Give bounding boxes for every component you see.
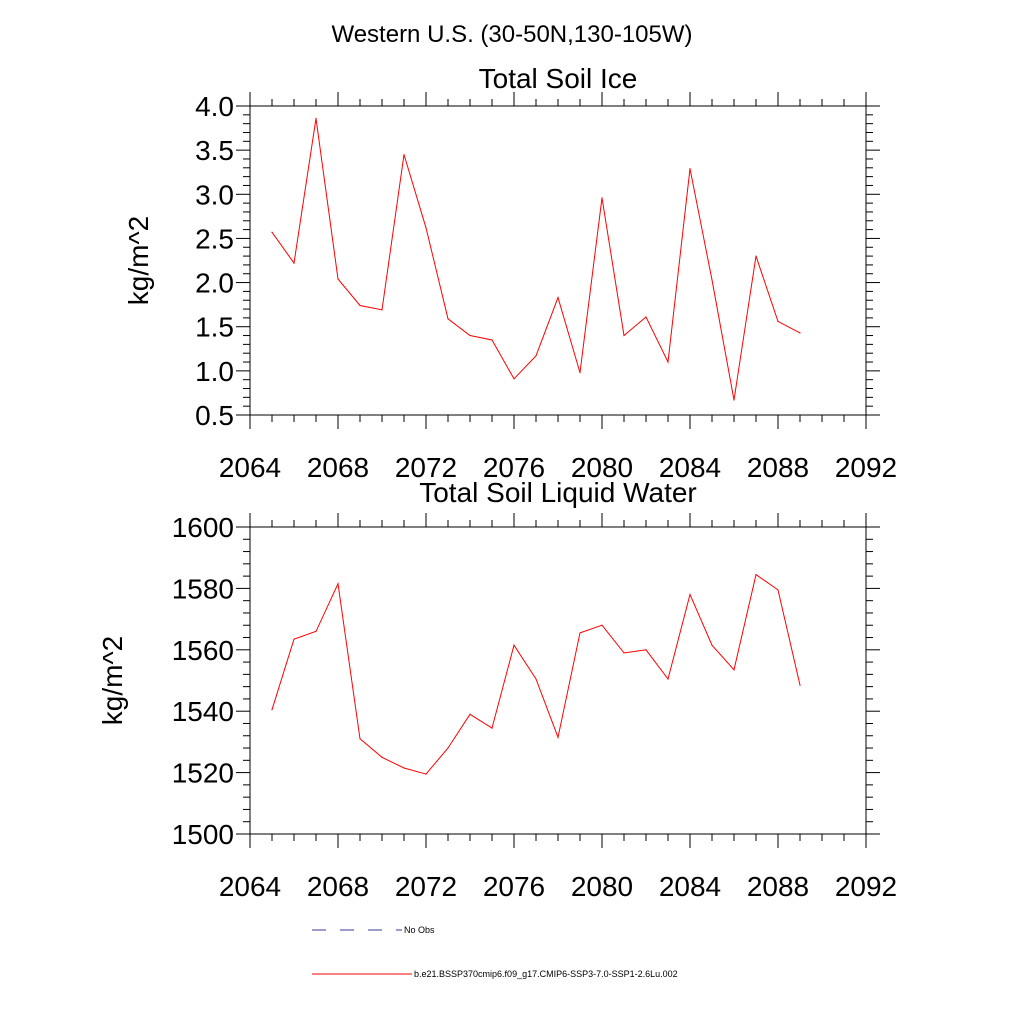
- data-point: [293, 262, 295, 264]
- plot-frame: [249, 526, 867, 835]
- y-tick-label: 1.0: [195, 356, 234, 387]
- data-point: [403, 153, 405, 156]
- y-tick-label: 2.5: [195, 223, 234, 254]
- y-tick-label: 3.0: [195, 179, 234, 210]
- data-point: [447, 318, 449, 320]
- data-point: [425, 227, 427, 229]
- y-tick-label: 1500: [172, 819, 234, 850]
- data-point: [535, 355, 537, 357]
- x-tick-label: 2092: [835, 871, 897, 902]
- y-tick-label: 1.5: [195, 312, 234, 343]
- y-tick-label: 1540: [172, 696, 234, 727]
- data-point: [513, 378, 515, 380]
- data-point: [359, 304, 361, 307]
- panel-title: Total Soil Ice: [479, 63, 638, 94]
- data-point: [733, 399, 735, 401]
- x-tick-label: 2064: [219, 452, 281, 483]
- data-point: [623, 652, 625, 654]
- data-point: [337, 278, 339, 280]
- data-point: [381, 309, 383, 311]
- x-tick-label: 2080: [571, 871, 633, 902]
- x-tick-label: 2084: [659, 871, 721, 902]
- chart-panels: Total Soil Ice kg/m^2 0.5 1.0 1.5 2.0 2.5 3.0 3.…: [97, 63, 897, 902]
- chart-legend: No Obs b.e21.BSSP370cmip6.f09_g17.CMIP6-S…: [312, 925, 678, 979]
- data-point: [579, 632, 581, 634]
- data-point: [447, 747, 449, 749]
- data-point: [381, 756, 383, 758]
- y-tick-label: 1580: [172, 573, 234, 604]
- x-tick-label: 2064: [219, 871, 281, 902]
- data-point: [315, 117, 317, 119]
- data-point: [557, 296, 559, 299]
- data-point: [755, 573, 757, 576]
- x-tick-label: 2088: [747, 452, 809, 483]
- x-tick-label: 2084: [659, 452, 721, 483]
- data-point: [667, 678, 669, 680]
- data-point: [293, 638, 295, 640]
- figure-main-title: Western U.S. (30-50N,130-105W): [331, 21, 692, 48]
- data-point: [667, 361, 669, 363]
- legend-label-1: No Obs: [404, 925, 435, 935]
- chart-panel-1: Total Soil Ice kg/m^2 0.5 1.0 1.5 2.0 2.5 3.0 3.…: [123, 63, 897, 483]
- data-point: [733, 669, 735, 671]
- data-point: [271, 231, 273, 233]
- data-point: [645, 649, 647, 651]
- series-line: [271, 118, 801, 401]
- x-tick-label: 2080: [571, 452, 633, 483]
- y-axis-label: kg/m^2: [123, 216, 154, 305]
- data-point: [337, 583, 339, 585]
- y-tick-label: 4.0: [195, 91, 234, 122]
- x-tick-label: 2068: [307, 871, 369, 902]
- data-point: [689, 593, 691, 596]
- x-tick-label: 2088: [747, 871, 809, 902]
- y-tick-label: 1560: [172, 635, 234, 666]
- y-axis-label: kg/m^2: [97, 636, 128, 725]
- data-point: [535, 678, 537, 680]
- data-point: [425, 773, 427, 775]
- x-tick-label: 2072: [395, 871, 457, 902]
- series-line: [271, 573, 801, 775]
- data-point: [491, 727, 493, 729]
- data-point: [579, 372, 581, 374]
- panel-title: Total Soil Liquid Water: [419, 477, 697, 508]
- data-point: [755, 255, 757, 257]
- x-tick-label: 2072: [395, 452, 457, 483]
- data-point: [271, 709, 273, 711]
- data-point: [601, 197, 603, 199]
- y-tick-label: 3.5: [195, 135, 234, 166]
- y-tick-label: 1600: [172, 512, 234, 543]
- data-point: [799, 684, 801, 686]
- data-point: [777, 589, 779, 591]
- data-point: [469, 334, 471, 337]
- data-point: [601, 624, 603, 626]
- x-tick-label: 2076: [483, 871, 545, 902]
- y-tick-label: 0.5: [195, 400, 234, 431]
- data-point: [557, 736, 559, 738]
- y-tick-label: 1520: [172, 758, 234, 789]
- plot-frame: [249, 105, 867, 416]
- y-tick-label: 2.0: [195, 268, 234, 299]
- data-point: [777, 320, 779, 323]
- chart-panel-2: Total Soil Liquid Water kg/m^2 1500 1520 154…: [97, 477, 897, 902]
- data-point: [689, 168, 691, 170]
- data-point: [469, 713, 471, 715]
- data-point: [711, 279, 713, 281]
- data-point: [403, 767, 405, 769]
- data-point: [799, 332, 801, 334]
- data-point: [315, 630, 317, 632]
- data-point: [359, 738, 361, 740]
- data-point: [513, 644, 515, 646]
- x-tick-label: 2076: [483, 452, 545, 483]
- x-tick-label: 2068: [307, 452, 369, 483]
- legend-label-2: b.e21.BSSP370cmip6.f09_g17.CMIP6-SSP3-7.…: [414, 969, 678, 979]
- x-tick-label: 2092: [835, 452, 897, 483]
- data-point: [623, 334, 625, 337]
- data-point: [711, 644, 713, 646]
- data-point: [491, 339, 493, 341]
- data-point: [645, 316, 647, 318]
